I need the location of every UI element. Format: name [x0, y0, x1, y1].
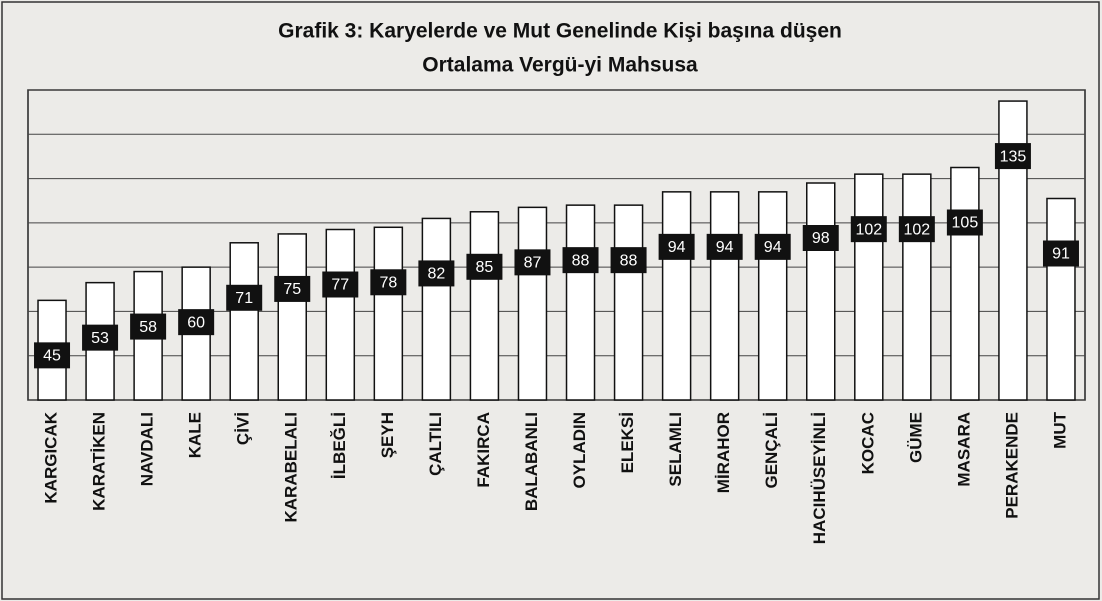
value-label: 98: [812, 230, 830, 247]
value-label-box: [370, 269, 407, 296]
value-label-box: [178, 309, 215, 336]
value-label-box: [610, 247, 647, 274]
bar: [661, 191, 692, 401]
value-label-box: [562, 247, 599, 274]
chart-title: Ortalama Vergü-yi Mahsusa: [422, 54, 698, 77]
value-label: 135: [1000, 148, 1027, 165]
bar: [854, 173, 884, 401]
value-label: 94: [764, 239, 782, 256]
x-tick-label: ŞEYH: [378, 412, 397, 458]
x-tick-label: MUT: [1050, 411, 1069, 448]
value-label: 78: [379, 275, 397, 292]
bar: [421, 217, 452, 401]
bar: [517, 206, 548, 401]
x-tick-label: GÜME: [906, 412, 925, 463]
x-tick-label: ELEKSİ: [618, 412, 637, 473]
value-label: 94: [716, 239, 734, 256]
value-label-box: [658, 233, 695, 260]
value-label-box: [466, 253, 503, 280]
value-label: 53: [91, 330, 109, 347]
x-tick-label: MASARA: [954, 412, 973, 487]
bar: [565, 204, 596, 401]
value-label-box: [514, 249, 551, 276]
value-label-box: [1042, 240, 1079, 267]
value-label-box: [82, 324, 119, 351]
value-label: 91: [1052, 246, 1070, 263]
value-label: 102: [855, 221, 882, 238]
value-label-box: [946, 209, 983, 236]
x-tick-label: ÇALTILI: [426, 412, 445, 476]
value-label: 77: [331, 277, 349, 294]
value-label: 60: [187, 314, 205, 331]
bar: [469, 211, 500, 401]
value-label: 45: [43, 348, 61, 365]
x-tick-label: PERAKENDE: [1002, 412, 1021, 519]
x-tick-label: FAKIRCA: [474, 412, 493, 488]
value-label: 75: [283, 281, 301, 298]
value-label-box: [802, 225, 839, 251]
x-tick-label: KOCAC: [858, 412, 877, 474]
value-label: 71: [235, 290, 253, 307]
x-tick-label: MİRAHOR: [714, 412, 733, 493]
x-tick-label: SELAMLI: [666, 412, 685, 487]
x-tick-label: KARABELALI: [282, 412, 301, 523]
value-label-box: [754, 233, 791, 260]
x-tick-label: KARGICAK: [42, 411, 61, 503]
value-label-box: [226, 284, 263, 311]
bar: [757, 191, 788, 401]
value-label: 58: [139, 319, 157, 336]
x-tick-label: BALABANLI: [522, 412, 541, 511]
bar: [613, 204, 644, 401]
value-label-box: [274, 275, 311, 302]
value-label-box: [322, 271, 359, 298]
x-tick-label: GENÇALİ: [762, 412, 781, 489]
x-tick-label: KARATİKEN: [90, 412, 109, 511]
value-label-box: [418, 260, 455, 287]
x-tick-label: ÇİVİ: [234, 412, 253, 445]
bar: [950, 166, 980, 401]
value-label: 102: [903, 221, 930, 238]
x-tick-label: KALE: [186, 412, 205, 458]
value-label: 85: [476, 259, 494, 276]
value-label: 82: [427, 266, 445, 283]
bar: [806, 182, 836, 401]
x-tick-label: NAVDALI: [138, 412, 157, 486]
bar: [277, 233, 307, 401]
value-label: 105: [952, 215, 979, 232]
value-label-box: [850, 216, 887, 243]
bar: [229, 242, 259, 401]
value-label: 87: [524, 255, 542, 272]
value-label-box: [898, 216, 935, 243]
chart-title: Grafik 3: Karyelerde ve Mut Genelinde Ki…: [278, 20, 842, 43]
x-tick-label: İLBEĞLİ: [330, 412, 349, 479]
bar: [373, 226, 404, 401]
bar: [325, 228, 356, 401]
value-label-box: [34, 342, 71, 369]
value-label-box: [130, 313, 167, 340]
bar: [709, 191, 740, 401]
bar: [902, 173, 932, 401]
value-label: 88: [620, 252, 638, 269]
x-tick-label: HACIHÜSEYİNLİ: [810, 412, 829, 544]
value-label: 88: [572, 252, 590, 269]
value-label-box: [706, 233, 743, 260]
value-label: 94: [668, 239, 686, 256]
x-tick-label: OYLADIN: [570, 412, 589, 489]
bar: [1046, 197, 1076, 401]
value-label-box: [994, 143, 1031, 170]
